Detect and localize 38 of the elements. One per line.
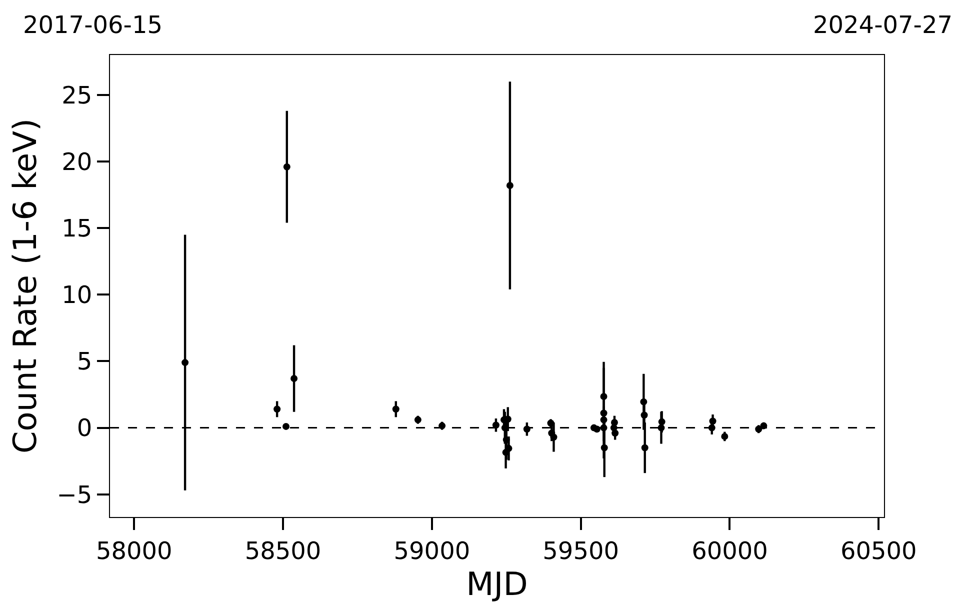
point	[600, 444, 608, 452]
point	[600, 393, 608, 400]
y-tick-label: 15	[62, 214, 92, 242]
x-tick-label: 58000	[96, 536, 172, 565]
text: 2017-06-15	[23, 11, 162, 39]
y-tick-label: 10	[62, 281, 92, 310]
point	[600, 410, 608, 417]
y-tick-label: 25	[62, 81, 92, 110]
point	[550, 434, 558, 441]
point	[506, 182, 514, 189]
x-tick-label: 60000	[692, 536, 768, 565]
point	[640, 398, 648, 406]
y-tick-label: −5	[56, 480, 92, 509]
point	[610, 418, 618, 426]
point	[658, 418, 666, 426]
point	[290, 375, 298, 382]
x-axis-title: MJD	[466, 564, 528, 603]
y-tick-label: 5	[76, 348, 92, 376]
point	[414, 416, 422, 424]
point	[612, 430, 619, 437]
x-tick-label: 60500	[840, 536, 917, 565]
point	[502, 436, 510, 444]
point	[640, 412, 648, 419]
point	[274, 406, 281, 413]
x-tick-label: 59000	[394, 536, 470, 565]
y-axis-title: Count Rate (1-6 keV)	[6, 118, 44, 454]
point	[709, 418, 716, 425]
point	[283, 163, 290, 170]
point	[641, 444, 648, 452]
y-tick-label: 0	[76, 414, 92, 442]
text: 2024-07-27	[813, 11, 952, 39]
point	[600, 416, 608, 424]
point	[392, 406, 400, 413]
point	[721, 432, 728, 440]
x-tick-label: 59500	[542, 536, 620, 565]
x-tick-label: 58500	[244, 536, 322, 565]
point	[182, 359, 189, 366]
y-tick-label: 20	[62, 148, 92, 176]
